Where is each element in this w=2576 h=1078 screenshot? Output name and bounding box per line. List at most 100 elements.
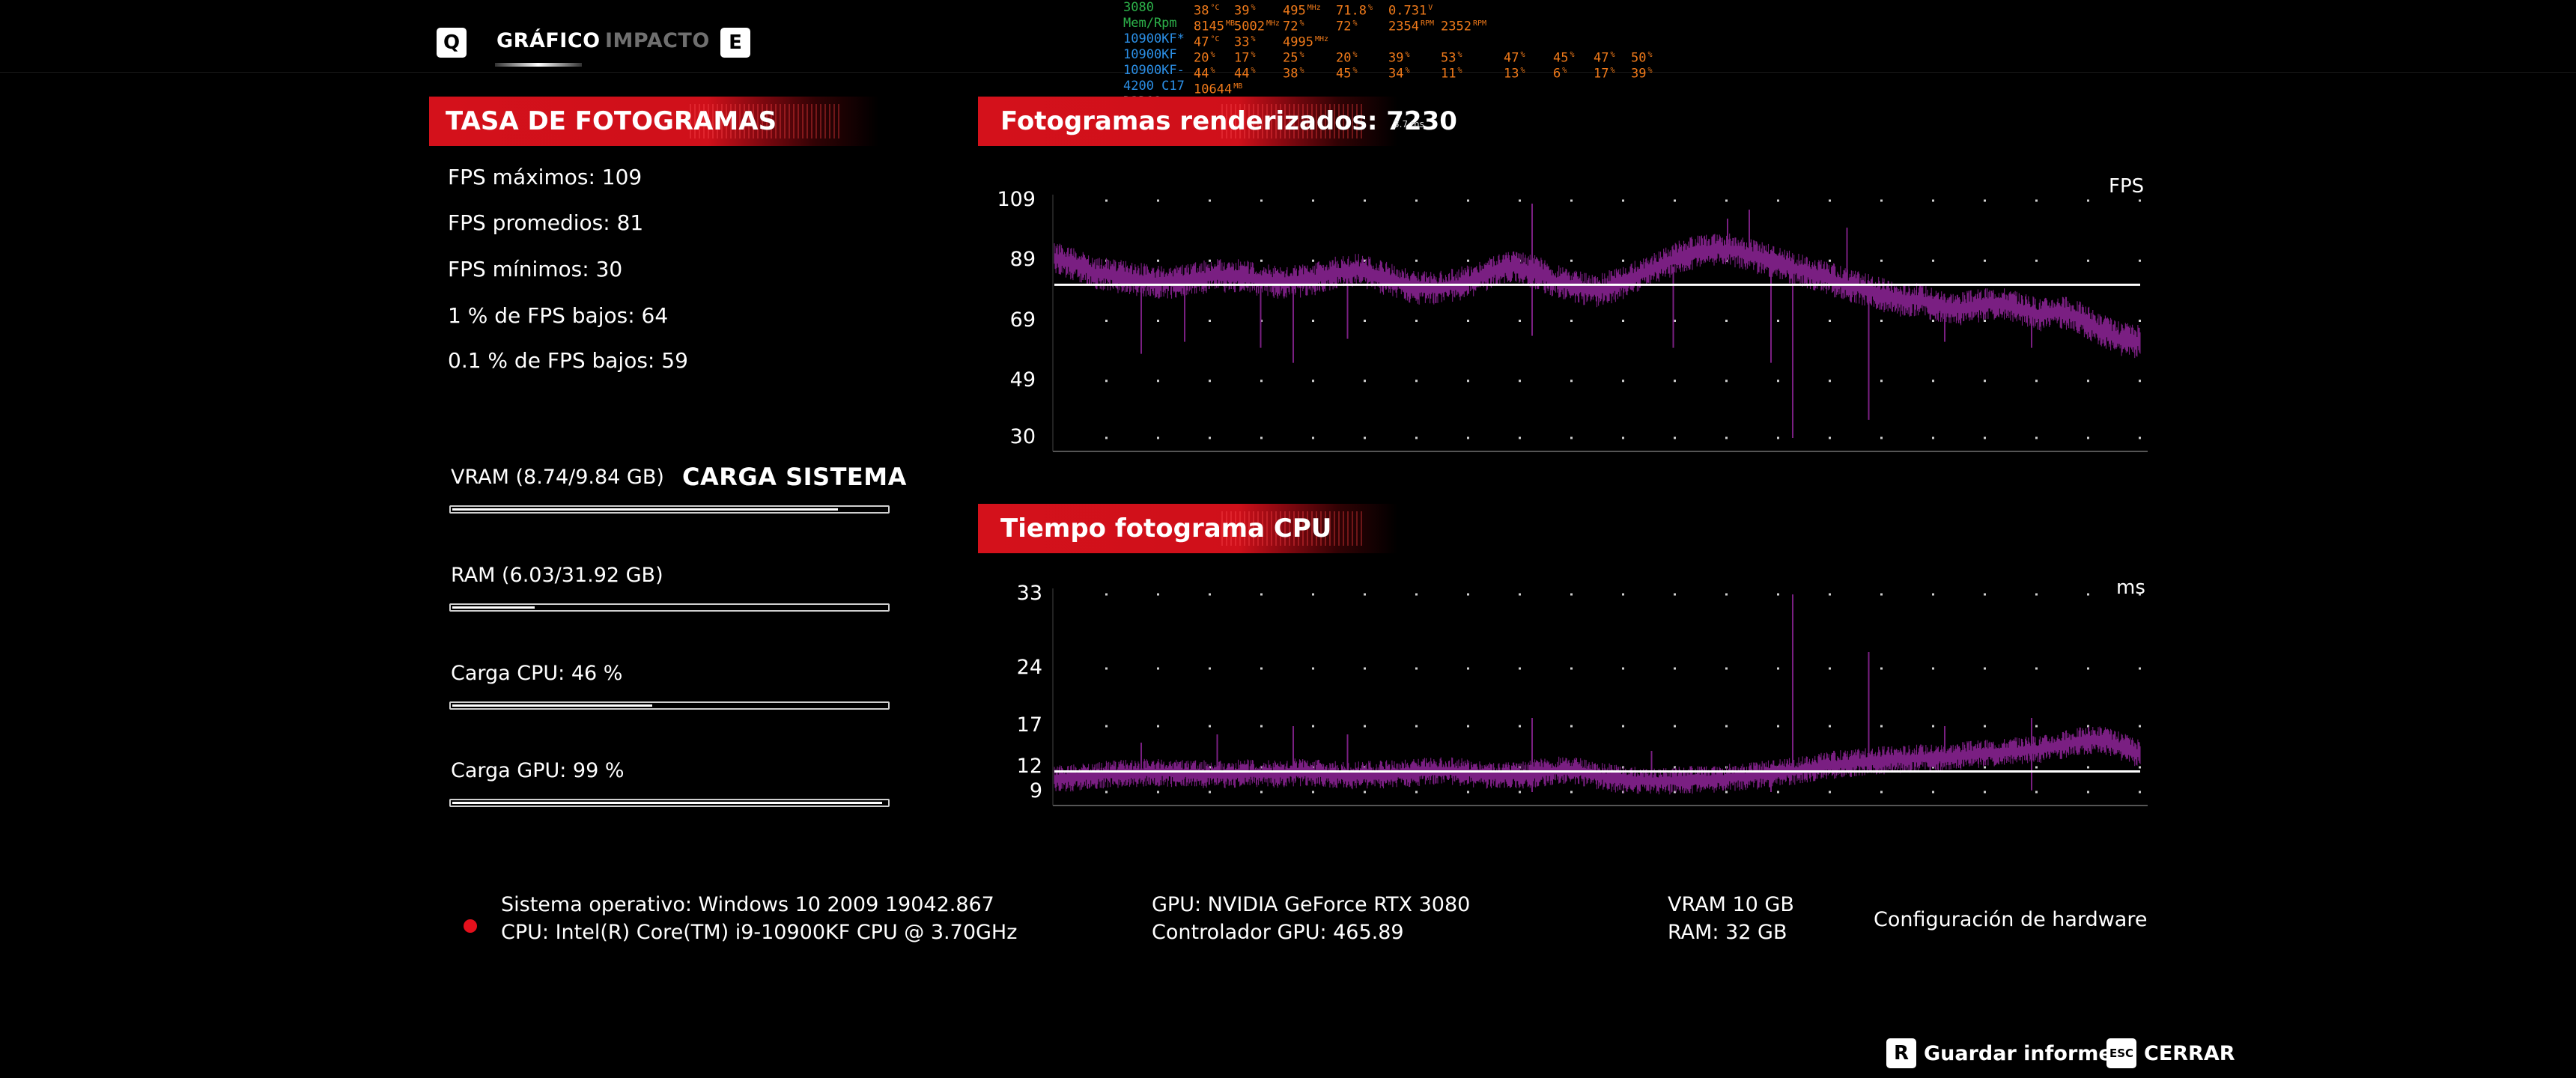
osd-value: 495 MHz xyxy=(1283,0,1321,19)
grid-dot xyxy=(2087,791,2089,794)
grid-dot xyxy=(1984,199,1986,202)
grid-dot xyxy=(1157,725,1159,728)
osd-row-label: 3080 xyxy=(1123,0,1154,15)
grid-dot xyxy=(1519,791,1521,794)
tab-impacto[interactable]: IMPACTO xyxy=(605,29,710,52)
grid-dot xyxy=(1519,380,1521,383)
fps-min: FPS mínimos: 30 xyxy=(448,257,623,281)
framerate-header: TASA DE FOTOGRAMAS xyxy=(429,97,878,146)
grid-dot xyxy=(1932,199,1934,202)
cpu-load-bar-fill xyxy=(452,704,652,707)
osd-value-unit: % xyxy=(1610,51,1615,59)
grid-dot xyxy=(1415,593,1418,596)
grid-dot xyxy=(1415,380,1418,383)
vram-info: VRAM 10 GB xyxy=(1668,893,1794,916)
grid-dot xyxy=(2035,259,2038,262)
grid-dot xyxy=(1157,593,1159,596)
grid-dot xyxy=(1415,725,1418,728)
grid-dot xyxy=(1570,380,1573,383)
save-report-label: Guardar informe xyxy=(1924,1041,2112,1065)
hardware-config-link[interactable]: Configuración de hardware xyxy=(1874,908,2148,931)
grid-dot xyxy=(1209,593,1211,596)
osd-value-unit: °C xyxy=(1210,4,1220,12)
grid-dot xyxy=(1725,593,1728,596)
ram-label: RAM (6.03/31.92 GB) xyxy=(451,564,663,587)
grid-dot xyxy=(1829,593,1831,596)
save-report-button[interactable]: R Guardar informe xyxy=(1886,1038,2112,1068)
osd-value-unit: % xyxy=(1352,67,1358,75)
y-tick-label: 33 xyxy=(1016,582,1042,605)
osd-value-unit: % xyxy=(1520,67,1525,75)
tab-next-key[interactable]: E xyxy=(720,28,750,58)
grid-dot xyxy=(1312,667,1314,670)
grid-dot xyxy=(1984,667,1986,670)
osd-value-unit: % xyxy=(1210,51,1215,59)
cpu-chart-header: Tiempo fotograma CPU xyxy=(978,504,1397,553)
grid-dot xyxy=(1364,380,1366,383)
osd-value-number: 44 xyxy=(1194,66,1209,82)
osd-value: 13% xyxy=(1504,63,1525,82)
grid-dot xyxy=(1829,791,1831,794)
osd-value: 38% xyxy=(1283,63,1304,82)
gpu-load-bar-fill xyxy=(452,802,882,804)
grid-dot xyxy=(1880,791,1883,794)
ram-info: RAM: 32 GB xyxy=(1668,921,1787,944)
osd-value-number: 72 xyxy=(1336,19,1352,34)
grid-dot xyxy=(1622,199,1624,202)
grid-dot xyxy=(1260,766,1263,769)
tab-prev-key[interactable]: Q xyxy=(437,28,467,58)
osd-value-unit: % xyxy=(1251,35,1256,43)
grid-dot xyxy=(1467,593,1469,596)
close-button[interactable]: ESC CERRAR xyxy=(2106,1038,2235,1068)
grid-dot xyxy=(1777,725,1779,728)
grid-dot xyxy=(1829,380,1831,383)
grid-dot xyxy=(1209,320,1211,323)
osd-row-label: 10900KF* xyxy=(1123,31,1185,46)
fps-chart-title: Fotogramas renderizados: 7230 xyxy=(1000,106,1457,136)
osd-value-unit: % xyxy=(1520,51,1525,59)
grid-dot xyxy=(1105,593,1108,596)
cpu-chart xyxy=(1052,588,2148,806)
grid-dot xyxy=(1209,725,1211,728)
osd-value: 47% xyxy=(1594,47,1615,67)
osd-value-unit: % xyxy=(1299,51,1304,59)
osd-value-unit: MB xyxy=(1225,19,1235,28)
osd-value: 39% xyxy=(1631,63,1653,82)
grid-dot xyxy=(2035,791,2038,794)
grid-dot xyxy=(1519,725,1521,728)
osd-value-number: 72 xyxy=(1283,19,1298,34)
fps-chart-title-suffix: 3.7 ms xyxy=(1394,119,1424,130)
osd-value: 20% xyxy=(1194,47,1215,67)
osd-value: 2352 RPM xyxy=(1441,16,1486,35)
osd-value-unit: °C xyxy=(1210,35,1220,43)
grid-dot xyxy=(1570,320,1573,323)
osd-value-number: 20 xyxy=(1194,50,1209,66)
grid-dot xyxy=(1984,380,1986,383)
grid-dot xyxy=(1519,320,1521,323)
osd-value-unit: % xyxy=(1457,51,1462,59)
grid-dot xyxy=(1932,725,1934,728)
vram-label: VRAM (8.74/9.84 GB) xyxy=(451,466,664,489)
grid-dot xyxy=(1209,199,1211,202)
osd-value-number: 44 xyxy=(1234,66,1250,82)
osd-value-number: 50 xyxy=(1631,50,1647,66)
grid-dot xyxy=(2139,725,2141,728)
osd-value-number: 4995 xyxy=(1283,34,1313,50)
fps-low-1: 1 % de FPS bajos: 64 xyxy=(448,303,669,328)
grid-dot xyxy=(1880,593,1883,596)
osd-value-number: 8145 xyxy=(1194,19,1224,34)
grid-dot xyxy=(1725,320,1728,323)
grid-dot xyxy=(1364,791,1366,794)
grid-dot xyxy=(1312,380,1314,383)
grid-dot xyxy=(1725,667,1728,670)
grid-dot xyxy=(1415,436,1418,439)
grid-dot xyxy=(1984,259,1986,262)
grid-dot xyxy=(1984,593,1986,596)
grid-dot xyxy=(2087,725,2089,728)
grid-dot xyxy=(1364,320,1366,323)
grid-dot xyxy=(1209,380,1211,383)
cpu-info: CPU: Intel(R) Core(TM) i9-10900KF CPU @ … xyxy=(501,921,1018,944)
grid-dot xyxy=(1777,593,1779,596)
y-tick-label: 9 xyxy=(1029,779,1042,803)
tab-grafico[interactable]: GRÁFICO xyxy=(496,29,601,52)
